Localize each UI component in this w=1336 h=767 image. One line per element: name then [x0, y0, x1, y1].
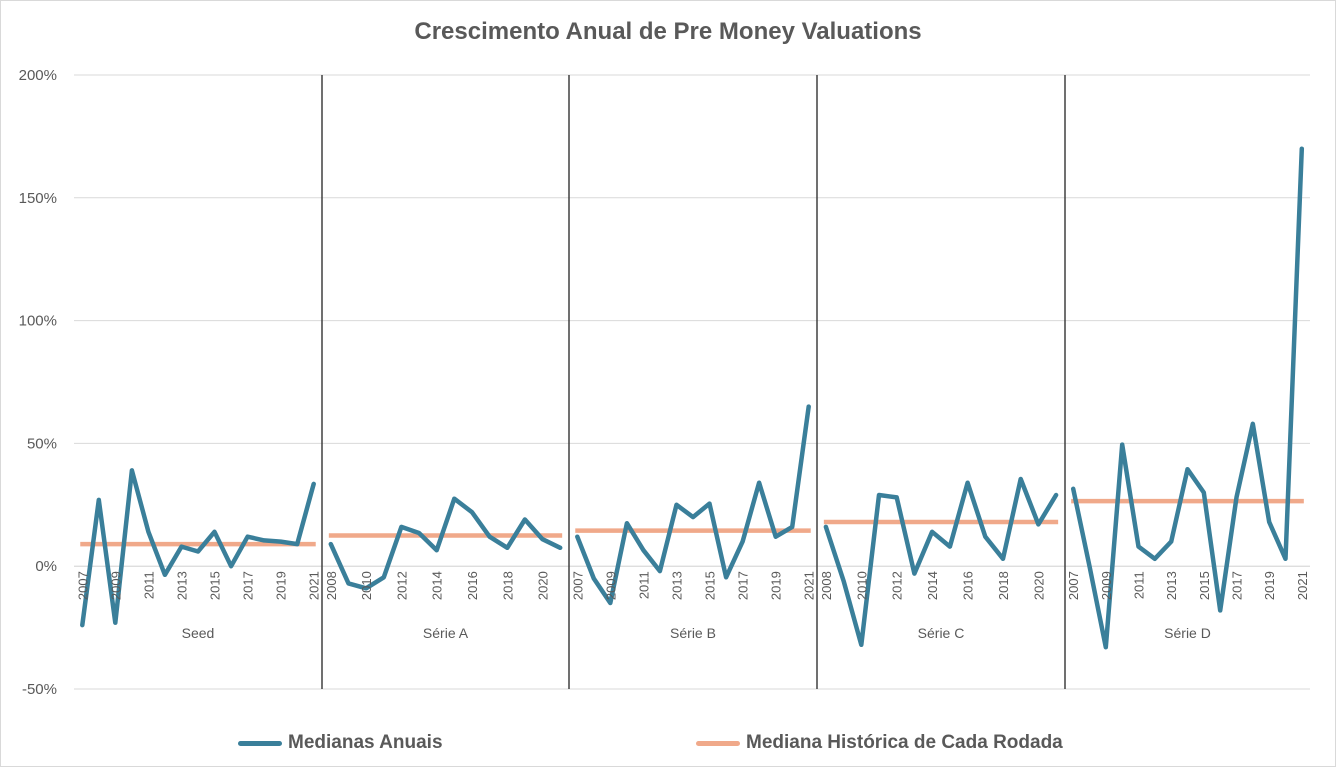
x-tick-label: 2009	[603, 571, 618, 600]
x-tick-label: 2012	[890, 571, 905, 600]
x-tick-label: 2016	[961, 571, 976, 600]
x-tick-label: 2009	[1099, 571, 1114, 600]
group-label-srie-c: Série C	[918, 625, 965, 641]
x-tick-label: 2017	[1230, 571, 1245, 600]
medianas-anuais-line-srie-a	[328, 496, 563, 591]
x-tick-label: 2021	[802, 571, 817, 600]
x-tick-label: 2007	[570, 571, 585, 600]
x-tick-label: 2021	[307, 571, 322, 600]
x-tick-label: 2019	[1262, 571, 1277, 600]
group-label-srie-d: Série D	[1164, 625, 1211, 641]
legend-item-mediana-historica: Mediana Histórica de Cada Rodada	[696, 732, 1063, 754]
x-tick-label: 2017	[736, 571, 751, 600]
x-tick-label: 2013	[669, 571, 684, 600]
x-tick-label: 2018	[996, 571, 1011, 600]
x-tick-label: 2015	[1197, 571, 1212, 600]
x-tick-label: 2019	[769, 571, 784, 600]
legend-label-medianas-anuais: Medianas Anuais	[288, 732, 443, 753]
x-tick-label: 2015	[703, 571, 718, 600]
x-tick-label: 2009	[108, 571, 123, 600]
x-tick-label: 2014	[430, 571, 445, 600]
x-tick-label: 2021	[1295, 571, 1310, 600]
chart-legend: Medianas Anuais Mediana Histórica de Cad…	[0, 732, 1336, 758]
y-tick-label: 100%	[19, 313, 57, 330]
x-tick-label: 2016	[465, 571, 480, 600]
legend-swatch-mediana-historica	[696, 740, 740, 746]
x-tick-label: 2012	[394, 571, 409, 600]
x-tick-label: 2011	[1132, 571, 1147, 599]
legend-item-medianas-anuais: Medianas Anuais	[238, 732, 443, 754]
group-label-seed: Seed	[182, 625, 215, 641]
y-tick-label: 200%	[19, 67, 57, 84]
x-tick-label: 2011	[141, 571, 156, 599]
y-tick-label: 0%	[35, 558, 57, 575]
y-tick-label: 150%	[19, 190, 57, 207]
x-tick-label: 2017	[241, 571, 256, 600]
y-tick-label: -50%	[22, 681, 57, 698]
x-tick-label: 2013	[1164, 571, 1179, 600]
x-tick-label: 2020	[536, 571, 551, 600]
group-label-srie-a: Série A	[423, 625, 469, 641]
x-tick-label: 2020	[1031, 571, 1046, 600]
x-tick-label: 2011	[636, 571, 651, 599]
x-tick-label: 2010	[854, 571, 869, 600]
chart-title: Crescimento Anual de Pre Money Valuation…	[414, 18, 922, 45]
legend-label-mediana-historica: Mediana Histórica de Cada Rodada	[746, 732, 1063, 753]
x-tick-label: 2013	[174, 571, 189, 600]
x-tick-label: 2019	[274, 571, 289, 600]
x-tick-label: 2007	[75, 571, 90, 600]
y-tick-label: 50%	[27, 435, 57, 452]
x-tick-label: 2008	[324, 571, 339, 600]
x-tick-label: 2014	[925, 571, 940, 600]
medianas-anuais-line-srie-c	[823, 476, 1059, 648]
legend-swatch-medianas-anuais	[238, 740, 282, 746]
x-tick-label: 2010	[359, 571, 374, 600]
group-label-srie-b: Série B	[670, 625, 716, 641]
x-tick-label: 2007	[1066, 571, 1081, 600]
x-tick-label: 2008	[819, 571, 834, 600]
x-tick-label: 2018	[500, 571, 515, 600]
x-tick-label: 2015	[208, 571, 223, 600]
medianas-anuais-line-seed	[80, 468, 316, 628]
